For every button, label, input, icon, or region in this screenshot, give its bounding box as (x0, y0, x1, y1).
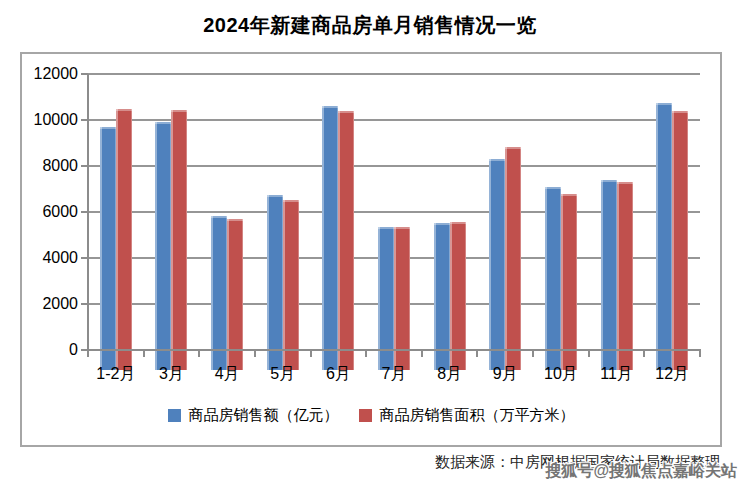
x-axis-category-label: 12月 (644, 364, 700, 385)
bar-group (144, 94, 200, 370)
bar-sales-area (561, 194, 577, 370)
legend: 商品房销售额（亿元） 商品房销售面积（万平方米） (22, 406, 720, 425)
watermark: 搜狐号@搜狐焦点嘉峪关站 (545, 461, 737, 482)
x-axis-tick (87, 350, 89, 357)
x-axis-tick (198, 350, 200, 357)
x-axis-category-label: 3月 (144, 364, 200, 385)
legend-label-sales-amount: 商品房销售额（亿元） (189, 406, 339, 425)
bar-group (422, 94, 478, 370)
x-axis-category-label: 6月 (311, 364, 367, 385)
y-axis-tick (81, 165, 88, 167)
bar-sales-amount (656, 103, 672, 370)
x-axis-category-label: 7月 (366, 364, 422, 385)
bar-group (88, 94, 144, 370)
bar-sales-amount (267, 195, 283, 370)
bar-group (255, 94, 311, 370)
bar-sales-area (338, 111, 354, 370)
y-axis-tick-label: 0 (22, 341, 78, 359)
bar-sales-amount (601, 180, 617, 370)
legend-swatch-sales-area (359, 409, 372, 422)
x-axis-tick (421, 350, 423, 357)
x-axis-category-label: 4月 (199, 364, 255, 385)
x-axis-tick (643, 350, 645, 357)
bar-sales-area (116, 109, 132, 370)
y-axis-tick (81, 211, 88, 213)
x-axis-tick (532, 350, 534, 357)
x-axis-tick (699, 350, 701, 357)
y-axis-tick (81, 73, 88, 75)
chart-title: 2024年新建商品房单月销售情况一览 (0, 12, 740, 39)
y-axis-tick (81, 303, 88, 305)
x-axis-tick (310, 350, 312, 357)
bar-sales-amount (155, 122, 171, 370)
bar-group (589, 94, 645, 370)
bar-sales-amount (211, 216, 227, 370)
page: 2024年新建商品房单月销售情况一览 商品房销售额（亿元） 商品房销售面积（万平… (0, 0, 740, 487)
plot-area (88, 74, 700, 350)
bar-group (477, 94, 533, 370)
chart-frame: 商品房销售额（亿元） 商品房销售面积（万平方米） 0 2000 4000 6000 80… (20, 52, 722, 447)
bar-sales-amount (322, 106, 338, 370)
bar-group (533, 94, 589, 370)
y-axis-tick-label: 12000 (22, 65, 78, 83)
bar-sales-amount (434, 223, 450, 370)
bar-sales-area (450, 222, 466, 370)
y-axis-tick-label: 8000 (22, 157, 78, 175)
x-axis-tick (365, 350, 367, 357)
x-axis-category-label: 8月 (422, 364, 478, 385)
bar-group (199, 94, 255, 370)
y-axis-tick-label: 10000 (22, 111, 78, 129)
bar-sales-area (227, 219, 243, 370)
y-axis-tick (81, 257, 88, 259)
x-axis-category-label: 5月 (255, 364, 311, 385)
y-axis-tick-label: 4000 (22, 249, 78, 267)
bar-group (311, 94, 367, 370)
x-axis-line (88, 349, 701, 351)
bar-sales-area (171, 110, 187, 370)
bar-sales-area (283, 200, 299, 370)
gridline (88, 73, 700, 75)
x-axis-category-label: 10月 (533, 364, 589, 385)
bar-group (644, 94, 700, 370)
bar-sales-area (505, 147, 521, 370)
y-axis-tick (81, 119, 88, 121)
bar-sales-area (672, 111, 688, 370)
y-axis-tick-label: 2000 (22, 295, 78, 313)
bar-sales-area (617, 182, 633, 370)
bar-group (366, 94, 422, 370)
legend-label-sales-area: 商品房销售面积（万平方米） (380, 406, 575, 425)
bar-sales-amount (545, 187, 561, 370)
bar-sales-amount (100, 127, 116, 370)
x-axis-tick (476, 350, 478, 357)
x-axis-category-label: 9月 (477, 364, 533, 385)
bar-sales-amount (489, 159, 505, 370)
legend-item-sales-area: 商品房销售面积（万平方米） (359, 406, 575, 425)
legend-swatch-sales-amount (168, 409, 181, 422)
legend-item-sales-amount: 商品房销售额（亿元） (168, 406, 339, 425)
y-axis-tick-label: 6000 (22, 203, 78, 221)
x-axis-tick (254, 350, 256, 357)
x-axis-tick (588, 350, 590, 357)
x-axis-category-label: 11月 (589, 364, 645, 385)
x-axis-category-label: 1-2月 (88, 364, 144, 385)
x-axis-tick (143, 350, 145, 357)
